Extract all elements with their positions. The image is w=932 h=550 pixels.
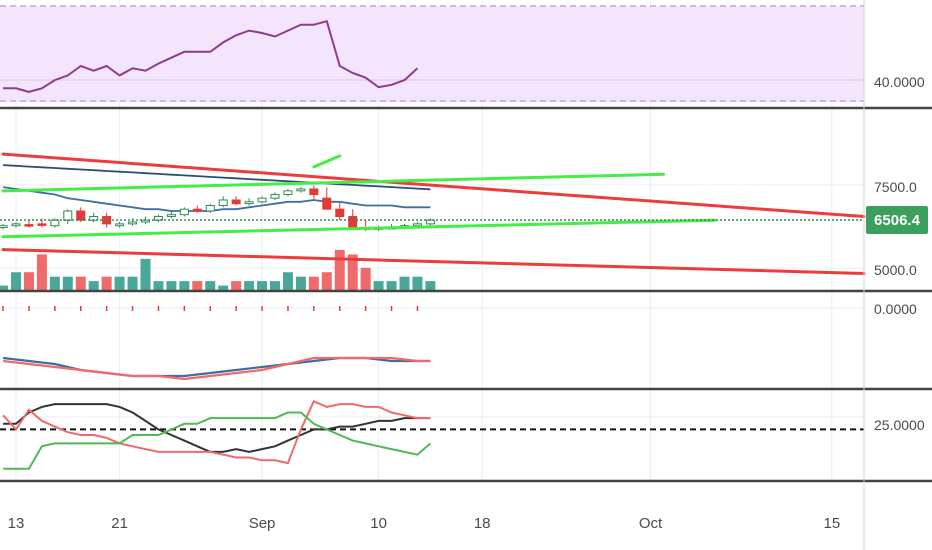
volume-bar xyxy=(75,276,86,290)
candle-body xyxy=(335,208,345,218)
red-trendline xyxy=(1,248,866,275)
candle-body xyxy=(76,210,86,221)
oscillator-panel xyxy=(0,306,864,381)
price-axis-label-low: 5000.0 xyxy=(874,262,917,278)
rsi-axis-label: 40.0000 xyxy=(874,74,925,90)
volume-bar xyxy=(179,281,190,290)
rsi-panel xyxy=(0,5,864,102)
volume-bar xyxy=(49,276,60,290)
volume-bar xyxy=(386,281,397,290)
candle-body xyxy=(50,219,60,227)
candle-body xyxy=(179,208,189,216)
volume-bar xyxy=(412,276,423,290)
volume-bar xyxy=(282,272,293,290)
red-trendline xyxy=(1,152,866,219)
volume-bar xyxy=(399,276,410,290)
candle-body xyxy=(115,223,125,227)
volume-bar xyxy=(270,281,280,290)
candle-body xyxy=(166,214,176,218)
green-trendline xyxy=(1,172,665,193)
volume-bar xyxy=(295,276,306,290)
volume-bar xyxy=(36,254,47,290)
volume-bar xyxy=(127,276,138,290)
volume-bar xyxy=(321,272,332,290)
candle-body xyxy=(102,216,112,225)
volume-bar xyxy=(11,272,21,290)
volume-bar xyxy=(231,281,242,290)
moving-average-line-slow xyxy=(3,164,431,191)
candle-body xyxy=(63,210,73,221)
volume-bar xyxy=(218,285,229,290)
dmi-axis-label: 25.0000 xyxy=(874,417,925,433)
moving-average-line xyxy=(2,186,431,212)
dmi-line-2 xyxy=(2,399,431,465)
candle-body xyxy=(218,199,228,207)
oscillator-line-1 xyxy=(2,356,431,378)
volume-bar xyxy=(244,281,255,290)
volume-bar xyxy=(140,258,151,290)
volume-bar xyxy=(192,281,203,290)
candle-body xyxy=(309,188,319,195)
candle-body xyxy=(231,199,241,205)
volume-bar xyxy=(373,281,384,290)
volume-bar xyxy=(334,250,345,290)
dmi-line-1 xyxy=(3,403,431,453)
volume-bar xyxy=(166,281,177,290)
candle-body xyxy=(270,193,280,199)
candle-body xyxy=(244,201,254,205)
volume-bar xyxy=(114,276,125,290)
price-axis-label-high: 7500.0 xyxy=(874,179,917,195)
volume-bar xyxy=(23,272,34,290)
green-trendline xyxy=(1,218,717,239)
candle-body xyxy=(205,205,215,212)
x-axis-tick-label: Sep xyxy=(249,515,276,532)
volume-bar xyxy=(0,285,9,290)
volume-bar xyxy=(360,267,371,290)
candle-body xyxy=(425,219,435,225)
candle-body xyxy=(153,216,163,221)
volume-bar xyxy=(257,281,268,290)
rsi-band xyxy=(0,6,864,102)
volume-bar xyxy=(62,276,73,290)
oscillator-line-2 xyxy=(2,356,431,381)
current-price-badge xyxy=(866,205,928,234)
candle-body xyxy=(322,197,332,210)
price-panel xyxy=(0,152,866,290)
volume-bar xyxy=(153,281,164,290)
candle-body xyxy=(0,225,8,229)
volume-bar xyxy=(205,281,216,290)
x-axis-tick-label: 15 xyxy=(824,515,841,532)
volume-bar xyxy=(88,281,99,290)
candle-body xyxy=(296,188,306,192)
dmi-panel xyxy=(0,399,864,470)
candle-body xyxy=(412,223,422,227)
x-axis-tick-label: Oct xyxy=(639,515,663,532)
x-axis-tick-label: 21 xyxy=(111,515,128,532)
green-trendline xyxy=(312,154,342,169)
volume-bar xyxy=(101,276,112,290)
candle-body xyxy=(192,208,202,212)
volume-bar xyxy=(425,281,436,290)
dmi-line-3 xyxy=(3,411,432,470)
current-price-value: 6506.4 xyxy=(874,212,921,229)
candle-body xyxy=(37,223,47,226)
volume-bar xyxy=(308,276,319,290)
rsi-line xyxy=(3,19,419,93)
candle-body xyxy=(24,224,34,227)
candle-body xyxy=(348,216,358,229)
indicator-axis-label: 0.0000 xyxy=(874,301,917,317)
x-axis-tick-label: 13 xyxy=(8,515,25,532)
x-axis-tick-label: 18 xyxy=(474,515,491,532)
candle-body xyxy=(257,197,267,203)
candle-body xyxy=(11,223,21,227)
x-axis-tick-label: 10 xyxy=(370,515,387,532)
candle-body xyxy=(128,221,138,225)
volume-bar xyxy=(347,254,358,290)
candle-body xyxy=(283,190,293,195)
